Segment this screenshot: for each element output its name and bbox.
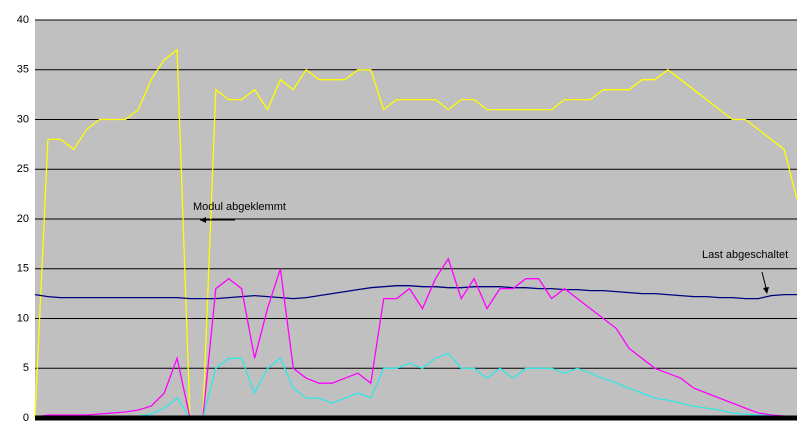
- y-tick-label: 0: [23, 412, 29, 422]
- arrow-head: [763, 287, 769, 294]
- series-line: [35, 352, 798, 419]
- series-line: [34, 257, 798, 419]
- y-tick-label: 5: [23, 362, 29, 374]
- y-tick-label: 10: [17, 312, 29, 324]
- arrow-head: [200, 217, 206, 223]
- lines: [34, 48, 798, 419]
- y-tick-label: 15: [17, 263, 29, 275]
- annotation: Modul abgeklemmt: [193, 201, 286, 213]
- y-tick-label: 25: [17, 163, 29, 175]
- series-line: [34, 285, 797, 300]
- grid: 0 5 10 15 20 25 30 35 40: [17, 14, 797, 424]
- y-tick-label: 35: [17, 64, 29, 76]
- y-tick-label: 30: [17, 113, 29, 125]
- annotation: Last abgeschaltet: [702, 249, 788, 261]
- y-tick-label: 40: [17, 14, 29, 26]
- series-line: [34, 48, 798, 419]
- y-tick-label: 20: [17, 213, 29, 225]
